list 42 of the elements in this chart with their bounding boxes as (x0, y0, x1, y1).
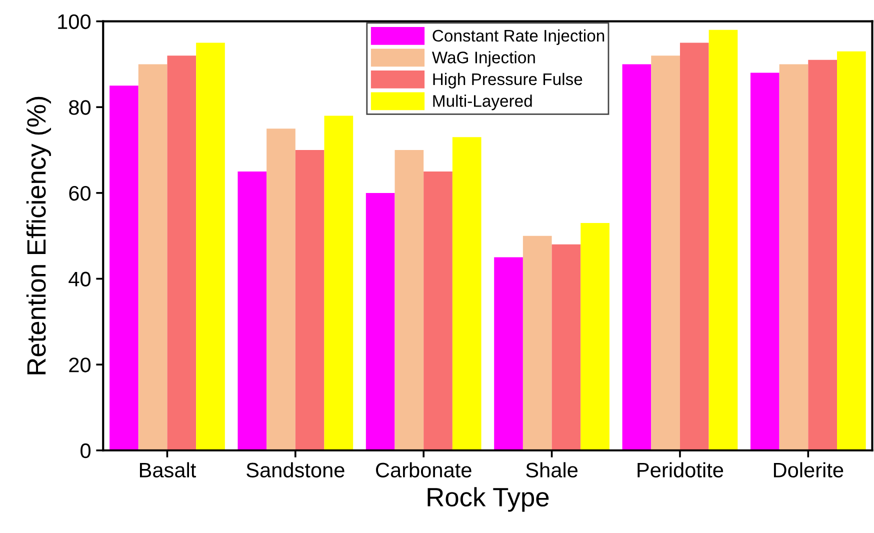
bar (110, 86, 138, 450)
bar (138, 64, 168, 450)
bar (651, 56, 680, 450)
bar (452, 137, 482, 450)
legend-label: High Pressure Fulse (433, 72, 582, 88)
y-tick-label: 20 (69, 358, 91, 372)
legend-label: Multi-Layered (433, 94, 532, 110)
bar (808, 60, 837, 450)
x-tick-label: Basalt (140, 462, 196, 478)
bar (580, 222, 610, 450)
bar (295, 150, 324, 450)
x-axis-title: Rock Type (428, 487, 549, 512)
legend-label: WaG Injection (432, 51, 535, 67)
x-tick-label: Peridotite (638, 462, 724, 478)
bar (366, 192, 395, 450)
bar (394, 150, 424, 450)
bar (680, 42, 709, 450)
bar (837, 51, 866, 450)
x-tick-label: Dolerite (774, 462, 844, 478)
bar (167, 56, 196, 450)
bar (750, 72, 780, 450)
x-tick-label: Carbonate (376, 462, 472, 478)
bar (424, 171, 452, 450)
x-tick-label: Shale (526, 462, 578, 478)
bar (708, 30, 738, 450)
y-tick-label: 80 (69, 100, 91, 115)
bar (196, 42, 225, 450)
y-axis-title: Retention Efficiency (%) (26, 96, 52, 374)
y-tick-label: 100 (58, 14, 91, 30)
bar (324, 116, 354, 450)
bar (266, 128, 296, 450)
bar (622, 64, 652, 450)
x-tick-label: Sandstone (246, 462, 344, 478)
y-tick-label: 60 (69, 186, 91, 201)
y-tick-label: 40 (68, 272, 91, 287)
y-tick-label: 0 (80, 443, 91, 458)
bar (238, 171, 267, 450)
bar (494, 257, 523, 450)
bar (552, 244, 581, 450)
bar (779, 64, 808, 450)
bar (522, 236, 552, 450)
legend-label: Constant Rate Injection (432, 29, 604, 45)
